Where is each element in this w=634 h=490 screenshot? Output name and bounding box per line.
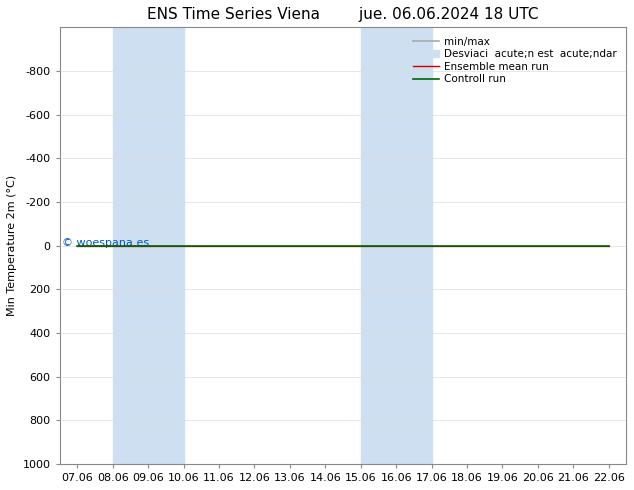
Y-axis label: Min Temperature 2m (°C): Min Temperature 2m (°C) (7, 175, 17, 316)
Legend: min/max, Desviaci  acute;n est  acute;ndar, Ensemble mean run, Controll run: min/max, Desviaci acute;n est acute;ndar… (409, 32, 621, 89)
Title: ENS Time Series Viena        jue. 06.06.2024 18 UTC: ENS Time Series Viena jue. 06.06.2024 18… (147, 7, 539, 22)
Text: © woespana.es: © woespana.es (62, 239, 150, 248)
Bar (113, 27, 184, 464)
Bar (361, 27, 432, 464)
